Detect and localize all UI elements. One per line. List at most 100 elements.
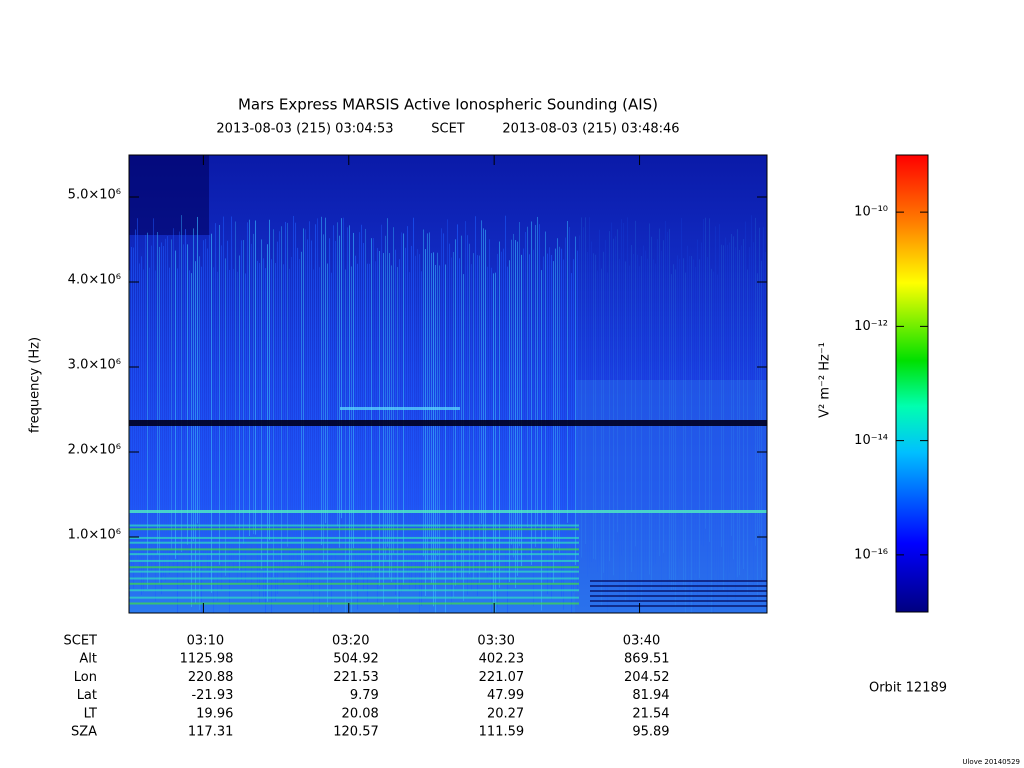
spectrogram-streak [665, 220, 666, 535]
ephemeris-value: -21.93 [191, 688, 233, 703]
spectrogram-streak [317, 218, 318, 524]
spectrogram-streak [753, 242, 754, 586]
spectrogram-streak [427, 233, 428, 571]
spectrogram-streak [631, 245, 632, 572]
spectrogram-streak [707, 256, 708, 607]
spectrogram-streak [139, 263, 140, 571]
spectrogram-streak [743, 239, 744, 569]
spectrogram-streak [177, 268, 178, 613]
spectrogram-band [590, 580, 767, 582]
spectrogram-streak [749, 247, 750, 575]
spectrogram-streak [389, 253, 390, 578]
spectrogram-streak [143, 269, 144, 592]
spectrogram-streak [611, 222, 612, 558]
spectrogram-streak [261, 239, 262, 570]
spectrogram-streak [421, 271, 422, 606]
spectrogram-streak [199, 256, 200, 610]
ephemeris-value: 19.96 [196, 706, 233, 721]
spectrogram-streak [673, 264, 674, 590]
spectrogram-dark-region [129, 155, 209, 235]
spectrogram-streak [455, 239, 456, 586]
spectrogram-streak [285, 221, 286, 541]
spectrogram-streak [237, 271, 238, 584]
ephemeris-value: 20.27 [487, 706, 524, 721]
spectrogram-streak [173, 228, 174, 567]
y-tick-label: 4.0×10⁶ [68, 272, 121, 287]
spectrogram-streak [741, 245, 742, 565]
spectrogram-band [129, 528, 579, 531]
spectrogram-streak [333, 225, 334, 530]
spectrogram-streak [641, 255, 642, 602]
ephemeris-value: 81.94 [632, 688, 669, 703]
spectrogram-streak [277, 241, 278, 594]
spectrogram-streak [567, 220, 568, 523]
ephemeris-row-label: Lon [74, 670, 97, 685]
spectrogram-streak [493, 273, 494, 613]
spectrogram-streak [521, 254, 522, 567]
spectrogram-streak [513, 233, 514, 558]
spectrogram-band [129, 582, 579, 585]
spectrogram-streak [249, 219, 250, 537]
spectrogram-streak [429, 232, 430, 537]
spectrogram-streak [503, 248, 504, 551]
spectrogram-streak [463, 274, 464, 601]
spectrogram-streak [191, 273, 192, 608]
spectrogram-streak [239, 255, 240, 571]
spectrogram-streak [721, 244, 722, 547]
spectrogram-streak [367, 263, 368, 602]
spectrogram-streak [519, 222, 520, 547]
spectrogram-streak [613, 238, 614, 576]
spectrogram-streak [353, 232, 354, 549]
spectrogram-streak [729, 242, 730, 573]
spectrogram-streak [187, 244, 188, 545]
ephemeris-value: 20.08 [342, 706, 379, 721]
spectrogram-band [129, 541, 579, 544]
spectrogram-band [129, 559, 579, 562]
spectrogram-streak [151, 245, 152, 571]
spectrogram-streak [133, 247, 134, 589]
spectrogram-streak [617, 229, 618, 533]
spectrogram-streak [441, 228, 442, 545]
spectrogram-streak [163, 245, 164, 577]
spectrogram-streak [479, 255, 480, 584]
spectrogram-streak [645, 250, 646, 562]
spectrogram-band [129, 536, 579, 539]
spectrogram-streak [551, 254, 552, 600]
spectrogram-streak [459, 258, 460, 568]
spectrogram-band [129, 577, 579, 580]
spectrogram-streak [703, 219, 704, 547]
spectrogram-streak [179, 231, 180, 533]
spectrogram-streak [315, 224, 316, 532]
ephemeris-row-label: Lat [77, 688, 97, 703]
spectrogram-streak [699, 259, 700, 579]
spectrogram-streak [235, 221, 236, 527]
spectrogram-streak [397, 267, 398, 609]
spectrogram-streak [637, 254, 638, 604]
colorbar-tick-label: 10⁻¹⁶ [854, 547, 888, 562]
spectrogram-streak [321, 216, 322, 545]
spectrogram-streak [603, 251, 604, 573]
spectrogram-streak [293, 215, 294, 565]
spectrogram-streak [309, 221, 310, 577]
chart-title: Mars Express MARSIS Active Ionospheric S… [238, 96, 658, 114]
spectrogram-band [590, 585, 767, 587]
spectrogram-streak [363, 243, 364, 591]
x-tick-label: 03:10 [187, 634, 224, 649]
spectrogram-streak [269, 219, 270, 541]
spectrogram-streak [393, 227, 394, 554]
spectrogram-streak [623, 222, 624, 550]
spectrogram-streak [217, 271, 218, 601]
spectrogram-streak [265, 268, 266, 613]
spectrogram-streak [147, 232, 148, 589]
ephemeris-value: 1125.98 [180, 652, 234, 667]
spectrogram-streak [263, 258, 264, 599]
colorbar-label: V² m⁻² Hz⁻¹ [818, 342, 833, 418]
spectrogram-streak [653, 259, 654, 566]
spectrogram-streak [411, 245, 412, 583]
ephemeris-row-label: SCET [64, 634, 98, 649]
spectrogram-streak [351, 266, 352, 613]
spectrogram-streak [291, 256, 292, 568]
spectrogram-streak [763, 227, 764, 543]
spectrogram-streak [583, 227, 584, 528]
spectrogram-streak [557, 238, 558, 548]
